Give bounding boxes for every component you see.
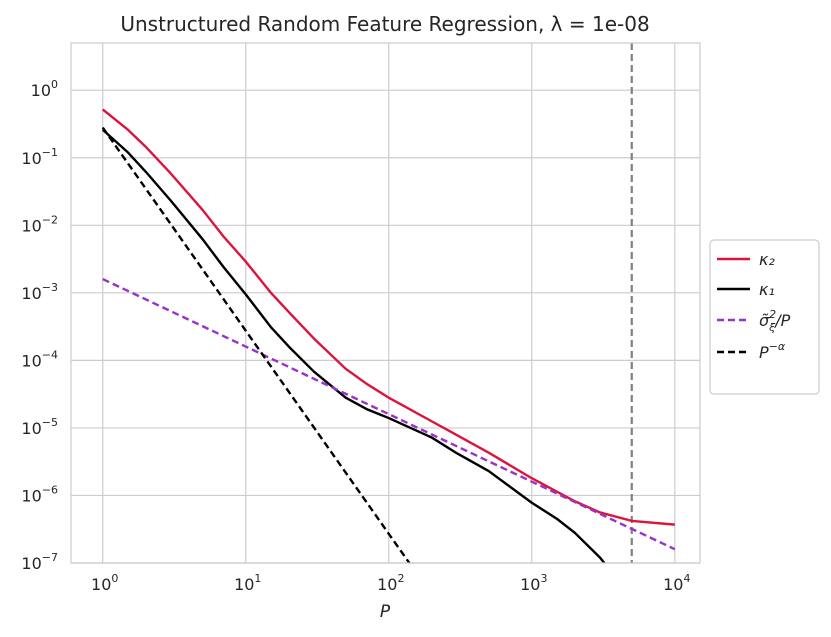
series-line-4 [101,126,411,563]
y-tick-label: 10−7 [21,551,58,573]
y-tick-label: 10−1 [21,146,58,168]
legend-label-4: P−α [759,340,786,362]
x-tick-label: 102 [377,572,404,594]
series-line-1 [101,108,675,526]
plot-frame [70,42,701,564]
series-line-3 [102,277,676,551]
x-tick-label: 100 [91,572,118,594]
x-tick-labels: 100 101 102 103 104 [91,572,690,594]
x-tick-label: 104 [663,572,690,594]
y-tick-label: 10−5 [21,416,58,438]
y-tick-label: 10−6 [21,483,58,505]
x-tick-label: 101 [234,572,261,594]
chart-title: Unstructured Random Feature Regression, … [120,12,649,36]
y-tick-label: 10−4 [21,348,58,370]
x-axis-label: P [380,602,391,622]
x-tick-label: 103 [520,572,547,594]
grid-lines [71,43,700,564]
plot-area [101,43,676,563]
legend-label-3: σ̃2 ξ/P [759,308,791,334]
y-tick-label: 10−3 [21,281,58,303]
plot-clip-group [101,43,676,563]
legend-label-2: κ₁ [759,280,775,299]
legend-label-1: κ₂ [759,250,775,269]
series-line-2 [101,128,606,563]
legend-box [709,239,820,395]
y-tick-label: 10−2 [21,213,58,235]
y-tick-label: 100 [31,78,58,100]
legend: κ₂ κ₁ σ̃2 ξ/P P−α [709,239,820,395]
y-tick-labels: 100 10−1 10−2 10−3 10−4 10−5 10−6 10−7 [21,78,58,573]
